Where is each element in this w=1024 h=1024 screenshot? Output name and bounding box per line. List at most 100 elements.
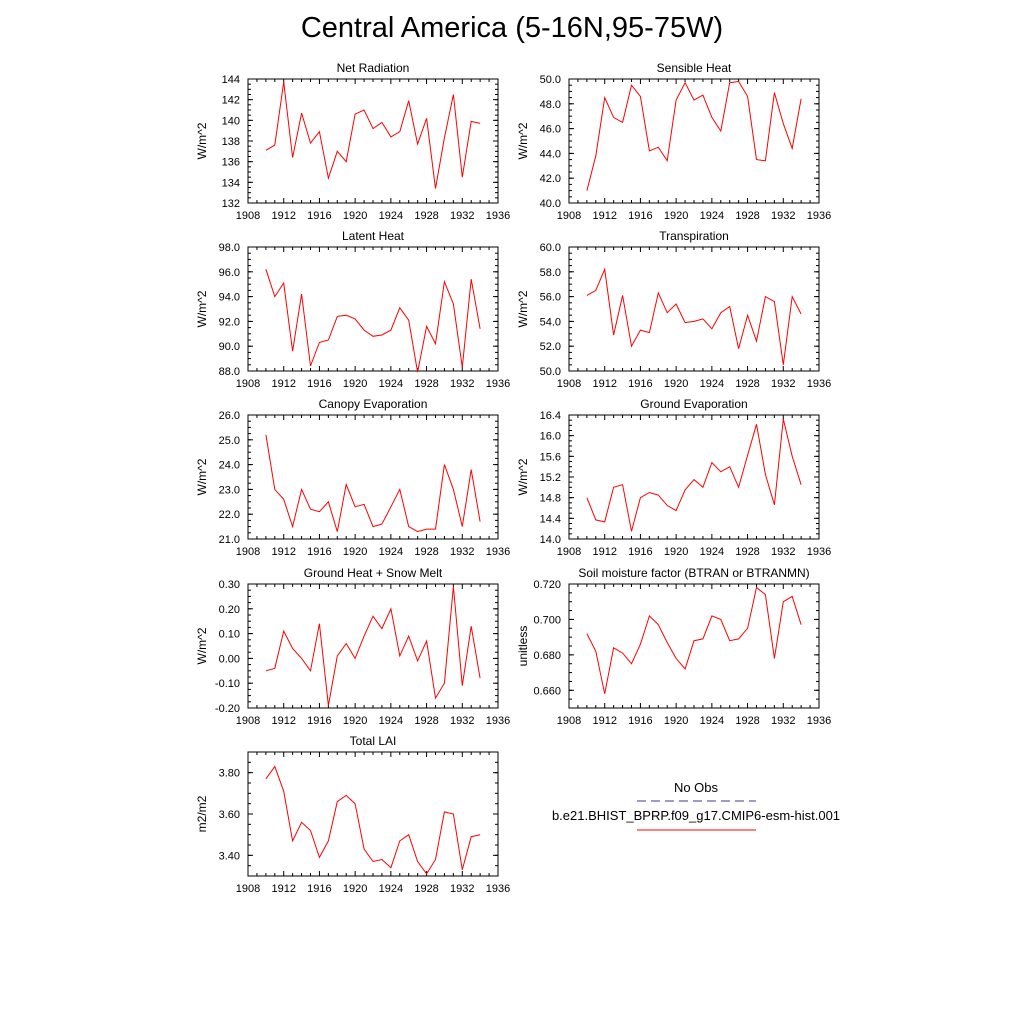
panel-7-xtick-label: 1936 bbox=[486, 715, 510, 727]
panel-1-xtick-label: 1908 bbox=[236, 210, 260, 222]
panel-2-ytick-label: 40.0 bbox=[540, 198, 561, 210]
panel-9-xtick-label: 1916 bbox=[307, 883, 331, 895]
panel-1-ylabel: W/m^2 bbox=[195, 122, 209, 159]
panel-2-xtick-label: 1912 bbox=[592, 210, 616, 222]
panel-2-ytick-label: 50.0 bbox=[540, 74, 561, 86]
panel-5-xtick-label: 1932 bbox=[450, 546, 474, 558]
panel-1-xtick-label: 1924 bbox=[379, 210, 403, 222]
panel-1-xtick-label: 1920 bbox=[343, 210, 367, 222]
panel-7-frame bbox=[247, 583, 499, 709]
panel-7-ytick-label: 0.30 bbox=[219, 579, 240, 591]
panel-6-ytick-label: 14.8 bbox=[540, 493, 561, 505]
panel-5-ytick-label: 25.0 bbox=[219, 435, 240, 447]
panel-1-ytick-label: 136 bbox=[222, 157, 240, 169]
panel-4-ytick-label: 58.0 bbox=[540, 267, 561, 279]
panel-9-ylabel: m2/m2 bbox=[195, 795, 209, 832]
panel-2-xtick-label: 1928 bbox=[735, 210, 759, 222]
panel-5-ytick-label: 23.0 bbox=[219, 484, 240, 496]
panel-8-xtick-label: 1936 bbox=[807, 715, 831, 727]
panel-9-xtick-label: 1924 bbox=[379, 883, 403, 895]
panel-5-ytick-label: 26.0 bbox=[219, 410, 240, 422]
figure-title: Central America (5-16N,95-75W) bbox=[300, 12, 724, 44]
panel-8-ytick-label: 0.700 bbox=[533, 614, 561, 626]
panel-4-xtick-label: 1912 bbox=[592, 378, 616, 390]
panel-1-ytick-label: 134 bbox=[222, 177, 240, 189]
panel-3-ytick-label: 96.0 bbox=[219, 267, 240, 279]
panel-2-xtick-label: 1920 bbox=[664, 210, 688, 222]
panel-6-ytick-label: 16.4 bbox=[540, 410, 561, 422]
panel-5-xtick-label: 1924 bbox=[379, 546, 403, 558]
panel-3-ytick-label: 98.0 bbox=[219, 242, 240, 254]
panel-2-ylabel: W/m^2 bbox=[516, 122, 530, 159]
panel-5-xtick-label: 1928 bbox=[414, 546, 438, 558]
panel-3-xtick-label: 1932 bbox=[450, 378, 474, 390]
panel-1-ytick-label: 138 bbox=[222, 136, 240, 148]
panel-9-title: Total LAI bbox=[350, 734, 397, 748]
panel-2-title: Sensible Heat bbox=[657, 61, 732, 75]
panel-9-ytick-label: 3.40 bbox=[219, 850, 240, 862]
panel-4-xtick-label: 1928 bbox=[735, 378, 759, 390]
legend-label-no-obs: No Obs bbox=[674, 780, 719, 795]
panel-1-ytick-label: 142 bbox=[222, 95, 240, 107]
panel-4-ytick-label: 56.0 bbox=[540, 292, 561, 304]
panel-3-title: Latent Heat bbox=[342, 229, 405, 243]
panel-9-xtick-label: 1920 bbox=[343, 883, 367, 895]
panel-3-ytick-label: 90.0 bbox=[219, 341, 240, 353]
panel-6-ylabel: W/m^2 bbox=[516, 458, 530, 495]
panel-2-xtick-label: 1924 bbox=[700, 210, 724, 222]
panel-6-xtick-label: 1936 bbox=[807, 546, 831, 558]
panel-7-ytick-label: 0.10 bbox=[219, 629, 240, 641]
panel-3-xtick-label: 1924 bbox=[379, 378, 403, 390]
panel-8-ytick-label: 0.720 bbox=[533, 579, 561, 591]
panel-2-xtick-label: 1936 bbox=[807, 210, 831, 222]
panel-3-series-line bbox=[265, 269, 481, 373]
panel-9-series-line bbox=[265, 765, 481, 875]
panel-4-xtick-label: 1924 bbox=[700, 378, 724, 390]
panel-7-xtick-label: 1920 bbox=[343, 715, 367, 727]
panel-4-xtick-label: 1932 bbox=[771, 378, 795, 390]
panel-5-xtick-label: 1920 bbox=[343, 546, 367, 558]
panel-1-series-line bbox=[265, 82, 481, 189]
panel-5-series-line bbox=[265, 434, 481, 533]
panel-1-xtick-label: 1916 bbox=[307, 210, 331, 222]
panel-2-ytick-label: 44.0 bbox=[540, 148, 561, 160]
panel-6-ytick-label: 14.4 bbox=[540, 513, 561, 525]
panel-1-xtick-label: 1928 bbox=[414, 210, 438, 222]
panel-5-xtick-label: 1912 bbox=[271, 546, 295, 558]
panel-7-xtick-label: 1912 bbox=[271, 715, 295, 727]
panel-7-ytick-label: -0.10 bbox=[215, 678, 240, 690]
panel-2-frame bbox=[568, 78, 820, 204]
panel-1-title: Net Radiation bbox=[337, 61, 410, 75]
panel-4-ytick-label: 50.0 bbox=[540, 366, 561, 378]
legend-label-model: b.e21.BHIST_BPRP.f09_g17.CMIP6-esm-hist.… bbox=[552, 808, 840, 823]
panel-4-ytick-label: 54.0 bbox=[540, 316, 561, 328]
panel-9-xtick-label: 1928 bbox=[414, 883, 438, 895]
panel-4-xtick-label: 1916 bbox=[628, 378, 652, 390]
panel-5-xtick-label: 1916 bbox=[307, 546, 331, 558]
panel-6-ytick-label: 15.2 bbox=[540, 472, 561, 484]
panel-7-series-line bbox=[265, 586, 481, 706]
panel-2-xtick-label: 1932 bbox=[771, 210, 795, 222]
panel-7-xtick-label: 1916 bbox=[307, 715, 331, 727]
panel-5-xtick-label: 1908 bbox=[236, 546, 260, 558]
panel-6-title: Ground Evaporation bbox=[640, 397, 747, 411]
panel-7-xtick-label: 1928 bbox=[414, 715, 438, 727]
panel-6-xtick-label: 1924 bbox=[700, 546, 724, 558]
panel-2-ytick-label: 46.0 bbox=[540, 124, 561, 136]
panel-6-ytick-label: 16.0 bbox=[540, 431, 561, 443]
panel-7-title: Ground Heat + Snow Melt bbox=[304, 566, 443, 580]
panel-3-ylabel: W/m^2 bbox=[195, 290, 209, 327]
panel-6-ytick-label: 14.0 bbox=[540, 534, 561, 546]
panel-8-xtick-label: 1912 bbox=[592, 715, 616, 727]
panel-3-xtick-label: 1908 bbox=[236, 378, 260, 390]
panel-9-xtick-label: 1912 bbox=[271, 883, 295, 895]
panel-3-xtick-label: 1916 bbox=[307, 378, 331, 390]
panel-1-xtick-label: 1912 bbox=[271, 210, 295, 222]
panel-5-title: Canopy Evaporation bbox=[319, 397, 428, 411]
panel-1-ytick-label: 140 bbox=[222, 115, 240, 127]
panel-3-ytick-label: 94.0 bbox=[219, 292, 240, 304]
panel-4-xtick-label: 1936 bbox=[807, 378, 831, 390]
panel-8-xtick-label: 1928 bbox=[735, 715, 759, 727]
panel-2-ytick-label: 48.0 bbox=[540, 99, 561, 111]
panel-6-xtick-label: 1932 bbox=[771, 546, 795, 558]
